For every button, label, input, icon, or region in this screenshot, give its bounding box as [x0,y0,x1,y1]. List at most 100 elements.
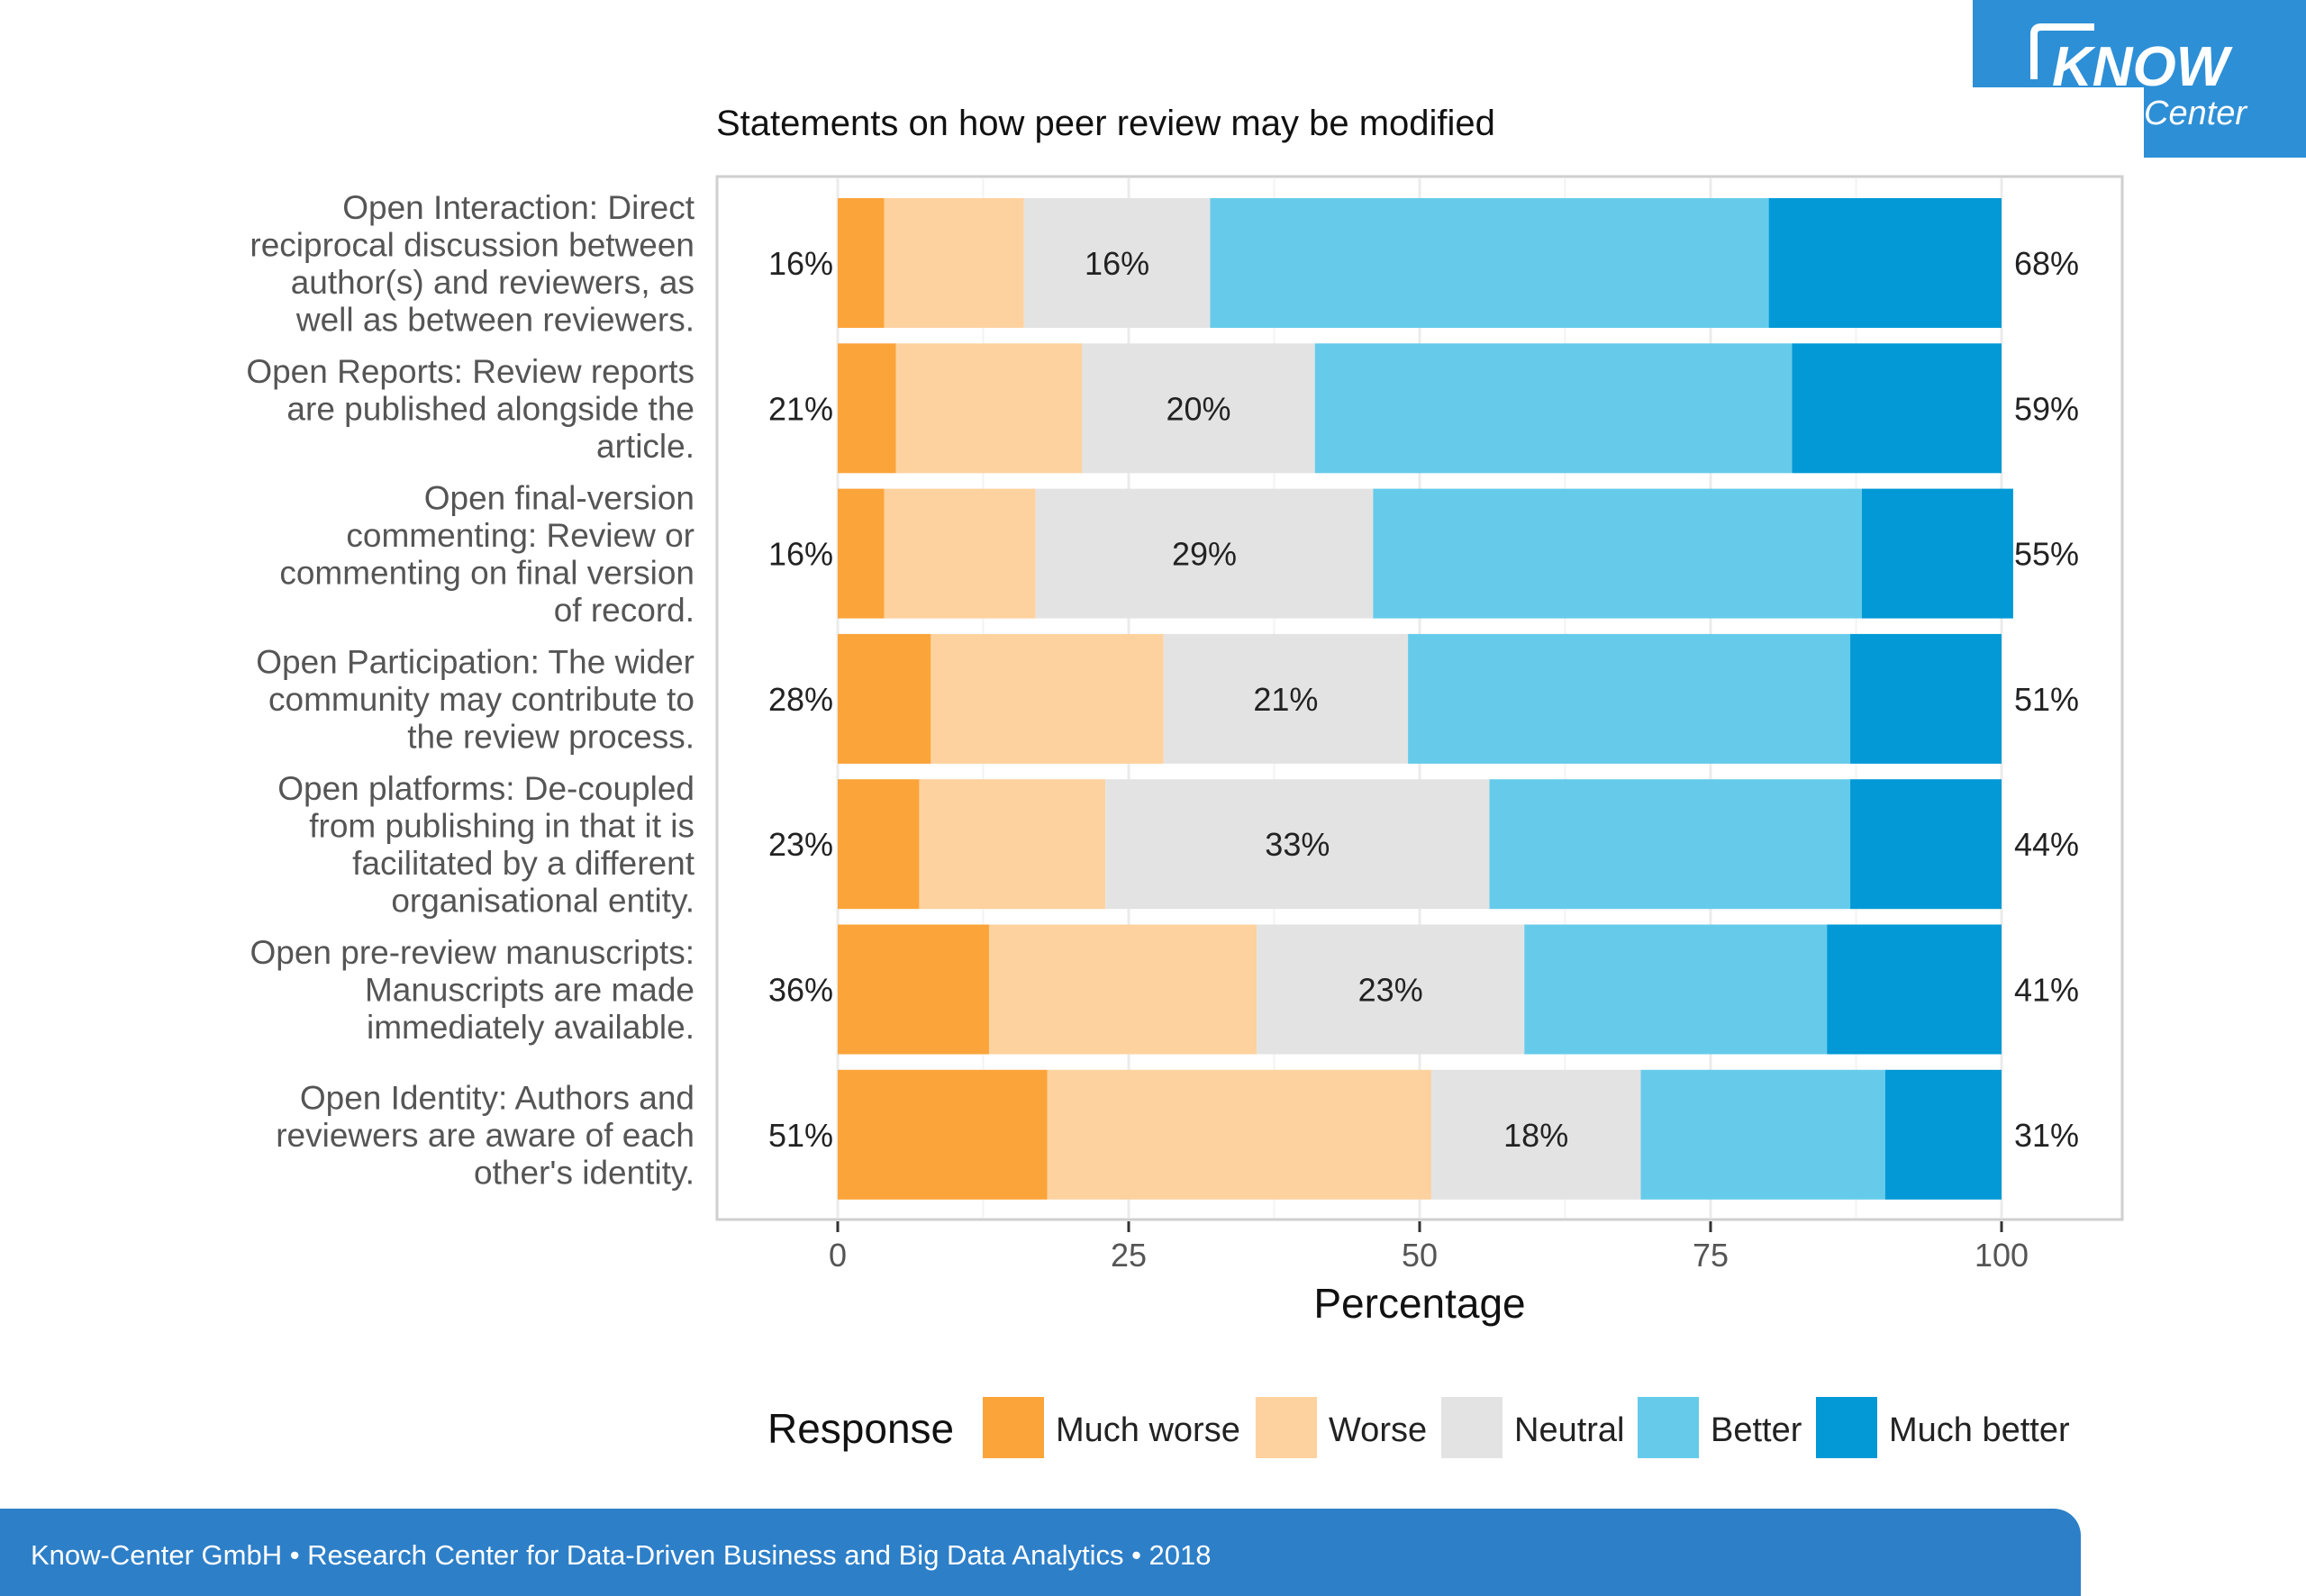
legend-label: Worse [1329,1411,1427,1449]
category-label: Open Interaction: Direct reciprocal discu… [250,189,695,339]
negative-total-label: 16% [768,245,833,282]
legend-label: Better [1711,1411,1802,1449]
neutral-percent-label: 21% [1253,681,1318,718]
logo-word-center: Center [2144,95,2247,132]
bar-segment-worse [1047,1069,1431,1200]
bar-segment-neutral [1257,924,1525,1055]
bar-segment-much-worse [838,343,896,474]
neutral-percent-label: 20% [1166,390,1230,427]
legend-key-worse [1256,1397,1317,1458]
category-label-line: Manuscripts are made [365,972,695,1009]
bar-segment-better [1640,1069,1885,1200]
category-label-line: community may contribute to [268,681,695,718]
category-labels: Open Interaction: Direct reciprocal discu… [246,189,695,1192]
bar-segment-better [1314,343,1793,474]
bar-segment-worse [895,343,1083,474]
neutral-percent-label: 16% [1085,245,1149,282]
bar-segment-neutral [1163,633,1409,764]
x-tick-label: 0 [829,1237,847,1274]
x-tick-label: 100 [1975,1237,2029,1274]
x-tick-label: 50 [1402,1237,1438,1274]
bar-segment-much-worse [838,198,885,328]
legend-title: Response [767,1405,954,1452]
bar-segment-worse [919,779,1106,910]
positive-total-label: 44% [2014,826,2079,863]
bar-segment-much-worse [838,779,920,910]
bar-segment-neutral [1430,1069,1641,1200]
negative-total-label: 36% [768,972,833,1009]
bar-segment-much-better [1861,488,2013,619]
bar-segment-worse [931,633,1164,764]
chart-title: Statements on how peer review may be mod… [716,104,1495,143]
bar-segment-much-worse [838,1069,1048,1200]
x-tick-label: 75 [1693,1237,1729,1274]
bar-segment-neutral [1023,198,1211,328]
bar-segment-much-better [1792,343,2002,474]
bar-segment-better [1210,198,1769,328]
category-label-line: Open pre-review manuscripts: [250,934,695,971]
bar-segment-much-worse [838,488,885,619]
bar-segment-much-better [1827,924,2002,1055]
category-label-line: Open Identity: Authors and [300,1079,695,1116]
category-label-line: other's identity. [474,1154,695,1191]
category-label-line: reciprocal discussion between [250,226,695,263]
neutral-percent-label: 29% [1172,536,1237,573]
positive-total-label: 41% [2014,972,2079,1009]
legend-label: Much better [1889,1411,2070,1449]
category-label-line: are published alongside the [286,390,695,427]
category-label-line: Open Interaction: Direct [342,189,695,226]
category-label-line: reviewers are aware of each [276,1117,695,1154]
legend-key-neutral [1441,1397,1503,1458]
legend-key-better [1638,1397,1699,1458]
category-label-line: commenting: Review or [346,517,695,554]
category-label-line: Open platforms: De-coupled [277,770,695,807]
positive-total-label: 68% [2014,245,2079,282]
bar-segment-better [1373,488,1862,619]
bar-segment-neutral [1035,488,1374,619]
category-label-line: organisational entity. [391,882,695,919]
category-label-line: well as between reviewers. [295,301,695,338]
category-label-line: commenting on final version [279,554,695,591]
bar-segment-much-worse [838,924,989,1055]
value-labels: 16% 16% 68% 20% 21% 59% 29% 16% 55% 21% 28% 51% 33% 2… [768,245,2079,1154]
category-label: Open Identity: Authors and reviewers are … [276,1079,695,1191]
negative-total-label: 51% [768,1117,833,1154]
bar-segment-much-better [1850,633,2002,764]
footer-text: Know-Center GmbH • Research Center for D… [31,1539,1212,1571]
negative-total-label: 28% [768,681,833,718]
bar-segment-better [1408,633,1851,764]
category-label: Open Participation: The wider community m… [256,643,695,755]
bar-segment-neutral [1105,779,1490,910]
legend-label: Neutral [1514,1411,1625,1449]
know-center-logo: KNOW Center [1973,0,2306,158]
legend-label: Much worse [1056,1411,1240,1449]
category-label-line: from publishing in that it is [309,807,695,844]
category-label-line: Open Reports: Review reports [246,353,695,390]
x-tick-label: 25 [1111,1237,1147,1274]
bar-segment-neutral [1082,343,1315,474]
neutral-percent-label: 18% [1503,1117,1568,1154]
legend: Response Much worse Worse Neutral Better Much… [767,1397,2070,1458]
category-label-line: article. [596,428,695,465]
category-label-line: the review process. [407,718,695,755]
category-label-line: of record. [554,592,695,629]
category-label-line: facilitated by a different [352,845,695,882]
negative-total-label: 16% [768,536,833,573]
bar-segment-worse [988,924,1257,1055]
bar-segment-worse [884,198,1024,328]
bars [838,198,2013,1200]
x-axis-ticks: 0 25 50 75 100 [829,1221,2029,1274]
logo-word-know: KNOW [2052,36,2233,98]
positive-total-label: 31% [2014,1117,2079,1154]
bar-segment-worse [884,488,1036,619]
x-axis-title: Percentage [1313,1280,1525,1327]
category-label-line: Open Participation: The wider [256,643,695,680]
bar-segment-better [1524,924,1828,1055]
legend-key-much-better [1816,1397,1877,1458]
neutral-percent-label: 33% [1265,826,1330,863]
category-label-line: author(s) and reviewers, as [291,264,695,301]
neutral-percent-label: 23% [1358,972,1423,1009]
footer-bar: Know-Center GmbH • Research Center for D… [0,1509,2081,1596]
bar-segment-much-better [1768,198,2002,328]
